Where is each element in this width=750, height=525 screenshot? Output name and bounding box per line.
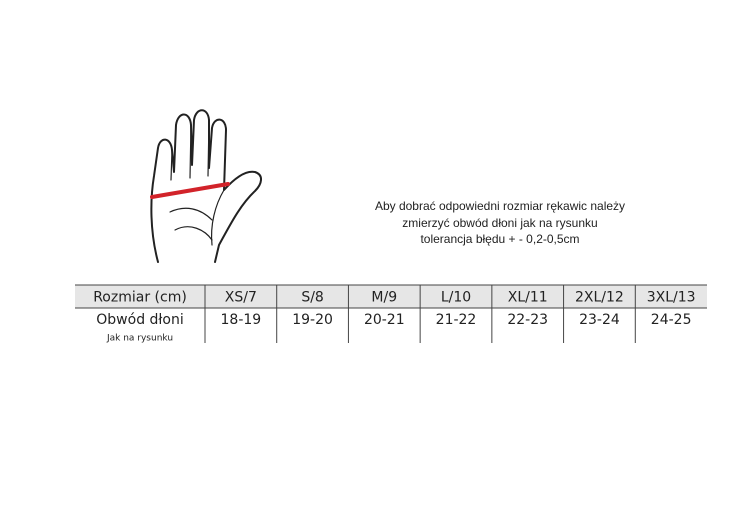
hand-illustration — [150, 109, 262, 263]
instruction-line: tolerancja błędu + - 0,2-0,5cm — [420, 232, 579, 246]
instruction-line: Aby dobrać odpowiedni rozmiar rękawic na… — [375, 199, 625, 213]
header-cell: 2XL/12 — [575, 290, 624, 306]
row-note: Jak na rysunku — [106, 334, 173, 344]
body-cell: Obwód dłoni — [96, 312, 183, 328]
body-cell: 21-22 — [436, 312, 477, 328]
body-cell: 18-19 — [221, 312, 262, 328]
header-background — [75, 285, 707, 308]
instruction-line: zmierzyć obwód dłoni jak na rysunku — [402, 216, 597, 230]
body-cell: 23-24 — [579, 312, 620, 328]
measure-line — [150, 182, 230, 199]
header-cell: XS/7 — [225, 290, 257, 306]
body-cell: 19-20 — [292, 312, 333, 328]
header-cell: Rozmiar (cm) — [93, 290, 187, 306]
body-cell: 20-21 — [364, 312, 405, 328]
body-cell: 22-23 — [507, 312, 548, 328]
header-cell: XL/11 — [508, 290, 548, 306]
header-cell: 3XL/13 — [647, 290, 696, 306]
header-cell: L/10 — [441, 290, 471, 306]
header-cell: S/8 — [301, 290, 324, 306]
size-table: Rozmiar (cm) XS/7 S/8 M/9 L/10 XL/11 2XL/12 3XL… — [75, 284, 707, 344]
body-cell: 24-25 — [651, 312, 692, 328]
header-cell: M/9 — [371, 290, 397, 306]
